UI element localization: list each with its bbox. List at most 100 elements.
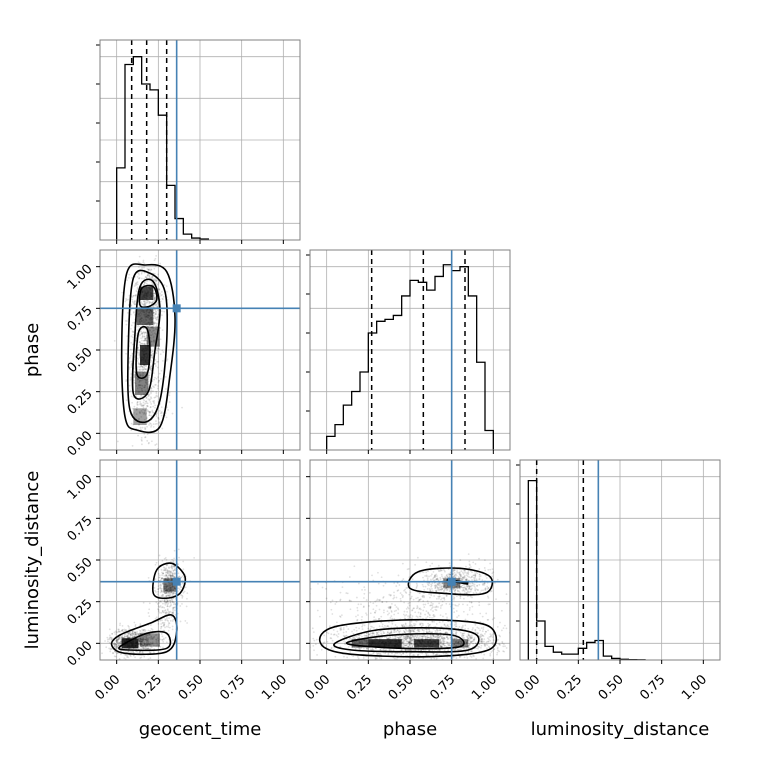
scatter-point xyxy=(404,636,407,638)
scatter-point xyxy=(408,664,410,666)
scatter-point xyxy=(148,328,151,331)
scatter-point xyxy=(442,665,444,667)
scatter-point xyxy=(405,638,407,641)
scatter-point xyxy=(469,637,472,639)
scatter-point xyxy=(352,636,355,639)
scatter-point xyxy=(429,578,432,581)
scatter-point xyxy=(119,624,121,626)
scatter-point xyxy=(407,641,410,644)
scatter-point xyxy=(470,641,472,643)
scatter-point xyxy=(458,638,461,641)
scatter-point xyxy=(478,646,481,648)
scatter-point xyxy=(119,622,122,625)
scatter-point xyxy=(152,283,154,285)
scatter-point xyxy=(431,636,434,638)
scatter-point xyxy=(524,652,526,654)
scatter-point xyxy=(165,574,168,576)
scatter-point xyxy=(330,637,333,640)
scatter-point xyxy=(150,424,153,427)
scatter-point xyxy=(172,572,175,575)
scatter-point xyxy=(409,637,412,640)
scatter-point xyxy=(440,588,443,591)
scatter-point xyxy=(164,574,167,576)
scatter-point xyxy=(162,609,164,612)
scatter-point xyxy=(163,623,165,626)
scatter-point xyxy=(138,273,140,276)
scatter-point xyxy=(143,638,146,640)
scatter-point xyxy=(469,636,472,639)
scatter-point xyxy=(171,567,174,570)
scatter-point xyxy=(307,639,309,641)
scatter-point xyxy=(402,629,405,632)
scatter-point xyxy=(125,352,128,355)
scatter-point xyxy=(169,566,172,569)
scatter-point xyxy=(143,655,146,658)
scatter-point xyxy=(155,322,158,325)
scatter-point xyxy=(375,631,378,634)
scatter-point xyxy=(461,647,464,649)
scatter-point xyxy=(132,633,134,636)
scatter-point xyxy=(403,637,406,640)
scatter-point xyxy=(435,590,438,593)
scatter-point xyxy=(154,376,156,379)
scatter-point xyxy=(489,568,492,571)
scatter-point xyxy=(137,642,140,645)
scatter-point xyxy=(487,640,489,643)
scatter-point xyxy=(144,378,146,381)
scatter-point xyxy=(375,634,378,637)
scatter-point xyxy=(160,625,163,628)
scatter-point xyxy=(492,639,495,642)
scatter-point xyxy=(130,313,132,316)
scatter-point xyxy=(407,640,409,643)
scatter-point xyxy=(133,371,136,373)
scatter-point xyxy=(432,634,435,637)
scatter-point xyxy=(454,637,457,640)
scatter-point xyxy=(150,359,153,362)
scatter-point xyxy=(157,605,160,608)
scatter-point xyxy=(110,638,113,641)
scatter-point xyxy=(117,643,120,646)
scatter-point xyxy=(480,627,483,629)
scatter-point xyxy=(156,349,159,352)
scatter-point xyxy=(178,556,180,559)
scatter-point xyxy=(459,631,462,634)
scatter-point xyxy=(445,653,448,655)
scatter-point xyxy=(135,281,138,284)
scatter-point xyxy=(181,575,184,578)
scatter-point xyxy=(152,426,155,428)
scatter-point xyxy=(461,577,464,580)
scatter-point xyxy=(166,358,169,361)
scatter-point xyxy=(140,638,142,640)
scatter-point xyxy=(166,599,169,602)
scatter-point xyxy=(163,574,166,577)
scatter-point xyxy=(153,311,155,314)
scatter-point xyxy=(155,638,158,641)
scatter-point xyxy=(447,637,450,640)
scatter-point xyxy=(479,638,482,641)
scatter-point xyxy=(155,313,157,315)
scatter-point xyxy=(127,298,129,301)
scatter-point xyxy=(154,281,157,283)
scatter-point xyxy=(427,636,430,639)
scatter-point xyxy=(469,566,472,568)
scatter-point xyxy=(147,268,150,271)
scatter-point xyxy=(426,634,429,637)
scatter-point xyxy=(150,644,152,646)
scatter-point xyxy=(161,577,163,580)
scatter-point xyxy=(407,634,410,637)
scatter-point xyxy=(131,632,134,635)
scatter-point xyxy=(143,301,146,304)
scatter-point xyxy=(470,584,473,587)
scatter-point xyxy=(406,635,409,638)
scatter-point xyxy=(171,566,174,568)
scatter-point xyxy=(109,648,112,651)
scatter-point xyxy=(439,584,442,586)
scatter-point xyxy=(439,640,441,642)
scatter-point xyxy=(470,656,473,658)
scatter-point xyxy=(137,434,139,437)
scatter-point xyxy=(467,639,470,642)
scatter-point xyxy=(171,574,174,577)
scatter-point xyxy=(412,630,415,633)
scatter-point xyxy=(457,642,460,644)
scatter-point xyxy=(455,625,458,628)
